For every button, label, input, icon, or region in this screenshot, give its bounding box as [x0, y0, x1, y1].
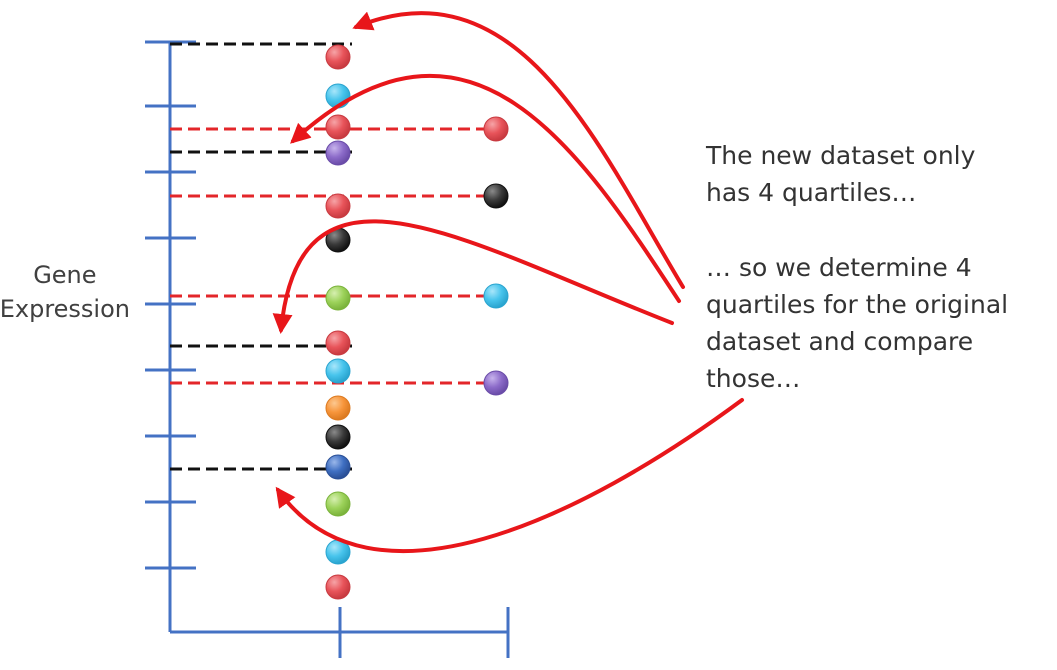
data-point-cyan	[325, 358, 351, 384]
data-point-purple	[483, 370, 509, 396]
data-point-green	[325, 491, 351, 517]
annotation-line: dataset and compare	[706, 327, 974, 356]
annotation-new-dataset: The new dataset only has 4 quartiles…	[706, 137, 975, 211]
data-point-black	[325, 424, 351, 450]
x-axis-ticks	[338, 607, 510, 658]
original-dataset-dots	[325, 44, 351, 600]
curved-arrow	[272, 219, 674, 334]
y-axis-label-line: Gene	[33, 261, 97, 289]
data-point-red	[325, 193, 351, 219]
data-point-purple	[325, 140, 351, 166]
data-point-black	[483, 183, 509, 209]
curved-arrow	[352, 11, 685, 289]
curved-arrow	[290, 73, 681, 303]
data-point-green	[325, 285, 351, 311]
data-point-red	[325, 44, 351, 70]
annotation-line: has 4 quartiles…	[706, 178, 917, 207]
red-arrows	[272, 11, 744, 554]
y-axis-ticks	[145, 40, 196, 570]
curved-arrow	[275, 398, 744, 554]
data-point-cyan	[483, 283, 509, 309]
data-point-red	[325, 114, 351, 140]
data-point-red	[325, 574, 351, 600]
original-quartile-lines	[170, 42, 352, 471]
annotation-line: … so we determine 4	[706, 253, 972, 282]
y-axis-label: Gene Expression	[0, 258, 130, 326]
annotation-original-quartiles: … so we determine 4 quartiles for the or…	[706, 249, 1008, 397]
data-point-orange	[325, 395, 351, 421]
y-axis-label-line: Expression	[0, 295, 130, 323]
data-point-red	[325, 330, 351, 356]
annotation-line: quartiles for the original	[706, 290, 1009, 319]
axes	[145, 40, 510, 658]
data-point-blue	[325, 454, 351, 480]
annotation-line: those…	[706, 364, 801, 393]
annotation-line: The new dataset only	[706, 141, 976, 170]
new-dataset-dots	[483, 116, 509, 396]
data-point-red	[483, 116, 509, 142]
